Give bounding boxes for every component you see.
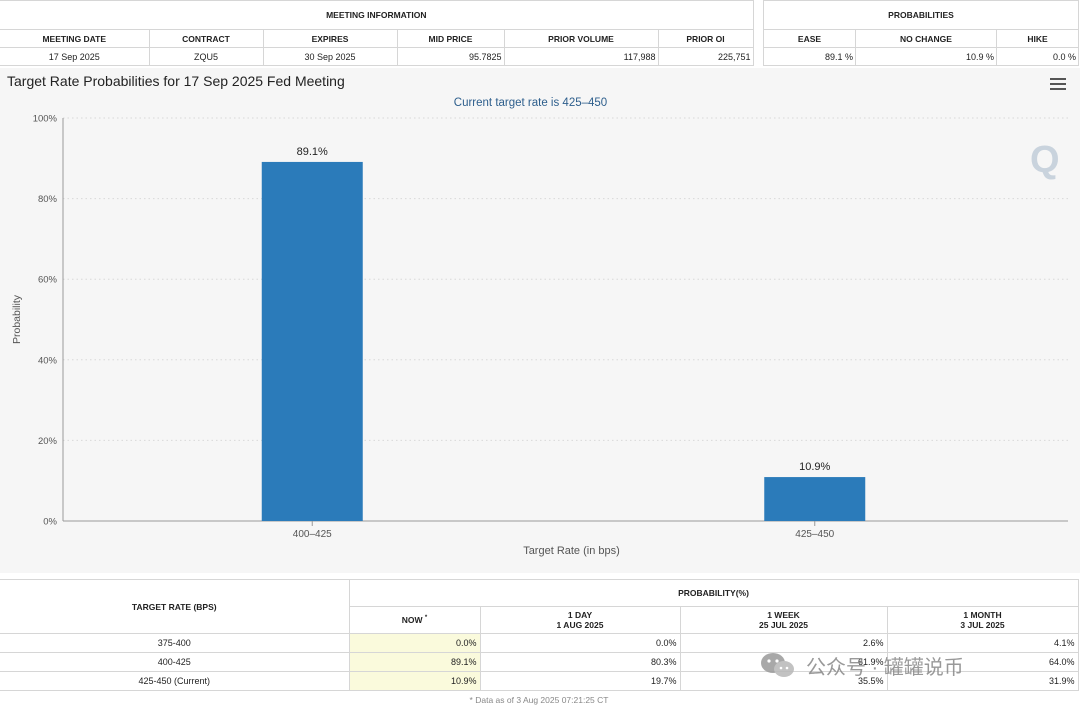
table-row: 400-425 89.1% 80.3% 61.9% 64.0%: [0, 652, 1079, 672]
meeting-date-value: 17 Sep 2025: [0, 47, 150, 66]
chart-subtitle: Current target rate is 425–450: [454, 97, 607, 109]
target-rate-header: TARGET RATE (BPS): [0, 579, 350, 634]
col-header-1-day: 1 DAY 1 AUG 2025: [479, 606, 681, 634]
contract-value: ZQU5: [148, 47, 264, 66]
no-change-value: 10.9 %: [855, 47, 997, 66]
now-cell: 89.1%: [348, 652, 481, 672]
y-axis-title: Probability: [11, 294, 23, 344]
watermark-text: 公众号 · 罐罐说币: [806, 656, 964, 679]
now-marker: *: [424, 615, 428, 622]
rate-cell: 400-425: [0, 652, 350, 672]
y-tick-label: 20%: [38, 436, 58, 447]
col-header-1-week: 1 WEEK 25 JUL 2025: [679, 606, 888, 634]
y-tick-label: 0%: [43, 517, 57, 528]
value-cell: 19.7%: [479, 671, 681, 691]
now-label: NOW: [401, 615, 423, 625]
col-1-week-date: 25 JUL 2025: [759, 620, 808, 630]
col-1-day-label: 1 DAY: [567, 610, 593, 620]
col-header-hike: HIKE: [996, 29, 1079, 48]
expires-value: 30 Sep 2025: [262, 47, 398, 66]
col-header-1-month: 1 MONTH 3 JUL 2025: [886, 606, 1079, 634]
col-header-meeting-date: MEETING DATE: [0, 29, 150, 48]
probabilities-title: PROBABILITIES: [763, 0, 1079, 30]
bar: [261, 161, 363, 521]
chart-panel: Target Rate Probabilities for 17 Sep 202…: [0, 68, 1080, 573]
col-header-now: NOW *: [349, 606, 481, 634]
rate-probability-table: TARGET RATE (BPS) PROBABILITY(%) NOW * 1…: [0, 579, 1079, 709]
prior-volume-value: 117,988: [503, 47, 659, 66]
chart-menu-icon[interactable]: [1050, 78, 1066, 92]
value-cell: 0.0%: [479, 633, 681, 653]
x-tick-label: 425–450: [795, 529, 834, 540]
col-1-day-date: 1 AUG 2025: [556, 620, 604, 630]
probabilities-table: PROBABILITIES EASE NO CHANGE HIKE 89.1 %…: [763, 0, 1079, 66]
col-header-ease: EASE: [763, 29, 856, 48]
table-row: 425-450 (Current) 10.9% 19.7% 35.5% 31.9…: [0, 671, 1079, 691]
bar-chart: Current target rate is 425–450 0% 20% 40% 60…: [11, 97, 1068, 557]
ease-value: 89.1 %: [763, 47, 856, 66]
rate-cell: 425-450 (Current): [0, 671, 350, 691]
x-tick-label: 400–425: [293, 529, 332, 540]
col-header-expires: EXPIRES: [262, 29, 398, 48]
col-header-mid-price: MID PRICE: [396, 29, 505, 48]
col-1-week-label: 1 WEEK: [767, 610, 800, 620]
hike-value: 0.0 %: [996, 47, 1079, 66]
mid-price-value: 95.7825: [396, 47, 505, 66]
col-header-prior-oi: PRIOR OI: [657, 29, 754, 48]
col-1-month-label: 1 MONTH: [963, 610, 1002, 620]
data-timestamp-footnote: * Data as of 3 Aug 2025 07:21:25 CT: [0, 690, 1079, 709]
wechat-icon: [761, 653, 794, 677]
chart-title: Target Rate Probabilities for 17 Sep 202…: [7, 73, 345, 89]
prior-oi-value: 225,751: [657, 47, 754, 66]
now-cell: 10.9%: [348, 671, 481, 691]
col-1-month-date: 3 JUL 2025: [960, 620, 1005, 630]
x-axis-title: Target Rate (in bps): [523, 545, 620, 557]
bar: [764, 477, 866, 521]
now-cell: 0.0%: [348, 633, 481, 653]
q-logo: Q: [1030, 139, 1060, 181]
col-header-contract: CONTRACT: [148, 29, 264, 48]
probability-header: PROBABILITY(%): [348, 579, 1079, 607]
watermark: 公众号 · 罐罐说币: [758, 648, 964, 682]
meeting-info-table: MEETING INFORMATION MEETING DATE CONTRAC…: [0, 0, 754, 66]
y-tick-label: 60%: [38, 275, 58, 286]
meeting-info-title: MEETING INFORMATION: [0, 0, 754, 30]
y-tick-label: 40%: [38, 355, 58, 366]
col-header-prior-volume: PRIOR VOLUME: [503, 29, 659, 48]
col-header-no-change: NO CHANGE: [855, 29, 997, 48]
y-tick-label: 80%: [38, 194, 58, 205]
y-tick-label: 100%: [33, 114, 58, 125]
data-label: 89.1%: [297, 146, 328, 158]
value-cell: 31.9%: [886, 671, 1079, 691]
rate-cell: 375-400: [0, 633, 350, 653]
value-cell: 80.3%: [479, 652, 681, 672]
data-label: 10.9%: [799, 461, 830, 473]
